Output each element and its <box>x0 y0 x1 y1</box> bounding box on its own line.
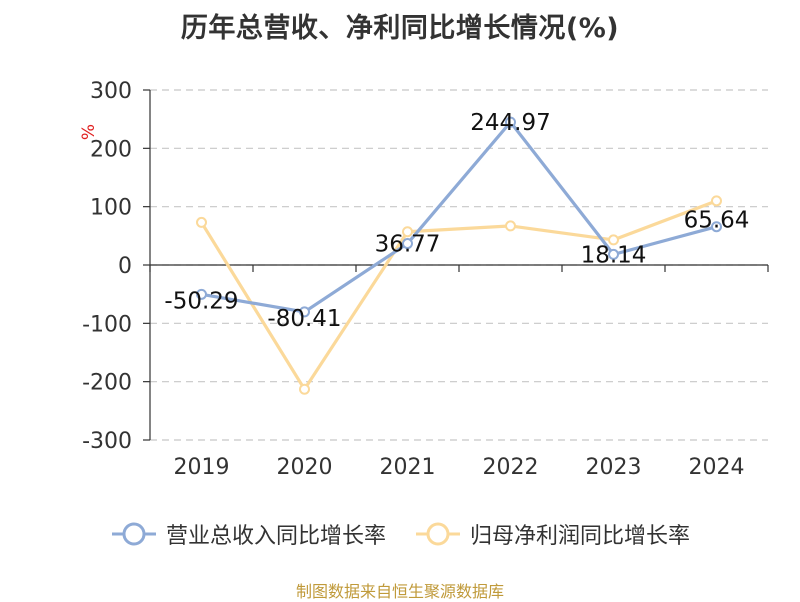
y-tick-label: 300 <box>90 79 132 104</box>
axes <box>143 89 769 441</box>
data-label: -50.29 <box>164 288 238 314</box>
data-point-0-0 <box>196 288 207 300</box>
y-tick-labels: 300 200 100 0 -100 -200 -300 <box>82 79 132 454</box>
legend: 营业总收入同比增长率 归母净利润同比增长率 <box>0 518 800 550</box>
data-point-1-3 <box>505 220 516 232</box>
data-label: -80.41 <box>267 306 341 332</box>
legend-item-net-profit[interactable]: 归母净利润同比增长率 <box>414 518 690 550</box>
x-tick-label: 2024 <box>689 455 745 480</box>
data-source-note: 制图数据来自恒生聚源数据库 <box>295 582 504 601</box>
data-label: 65.64 <box>684 208 750 234</box>
x-tick-label: 2023 <box>586 455 642 480</box>
data-point-0-1 <box>299 306 310 318</box>
y-unit-label: % <box>79 124 99 140</box>
x-tick-label: 2021 <box>380 455 436 480</box>
legend-label-revenue: 营业总收入同比增长率 <box>165 524 386 549</box>
series-line-0 <box>201 120 717 314</box>
x-tick-label: 2022 <box>483 455 539 480</box>
x-tick-label: 2019 <box>174 455 230 480</box>
series-line-1 <box>200 199 718 391</box>
data-point-1-0 <box>196 216 207 228</box>
x-tick-label: 2020 <box>277 455 333 480</box>
data-point-0-5 <box>711 221 722 233</box>
data-point-1-5 <box>711 195 722 207</box>
y-tick-label: -100 <box>82 312 132 337</box>
data-point-1-1 <box>299 383 310 395</box>
data-points <box>196 116 722 395</box>
data-point-0-4 <box>608 248 619 260</box>
series-lines <box>200 120 718 391</box>
y-tick-label: -200 <box>82 371 132 396</box>
y-tick-label: -300 <box>82 429 132 454</box>
legend-label-net-profit: 归母净利润同比增长率 <box>470 524 691 549</box>
data-point-1-4 <box>608 234 619 246</box>
x-tick-labels: 2019 2020 2021 2022 2023 2024 <box>174 455 745 480</box>
data-label: 244.97 <box>470 110 550 136</box>
y-tick-label: 200 <box>90 137 132 162</box>
y-tick-label: 100 <box>90 196 132 221</box>
chart-title: 历年总营收、净利同比增长情况(%) <box>180 13 620 44</box>
data-point-1-2 <box>402 226 413 238</box>
legend-item-revenue[interactable]: 营业总收入同比增长率 <box>110 518 386 550</box>
data-point-0-3 <box>505 116 516 128</box>
data-labels: -50.29 -80.41 36.77 244.97 18.14 65.64 <box>164 110 749 332</box>
data-point-0-2 <box>402 238 413 250</box>
legend-marker-net-profit <box>416 522 460 546</box>
y-tick-label: 0 <box>118 254 132 279</box>
data-label: 36.77 <box>375 232 441 258</box>
data-label: 18.14 <box>581 242 647 268</box>
legend-marker-revenue <box>111 522 156 546</box>
